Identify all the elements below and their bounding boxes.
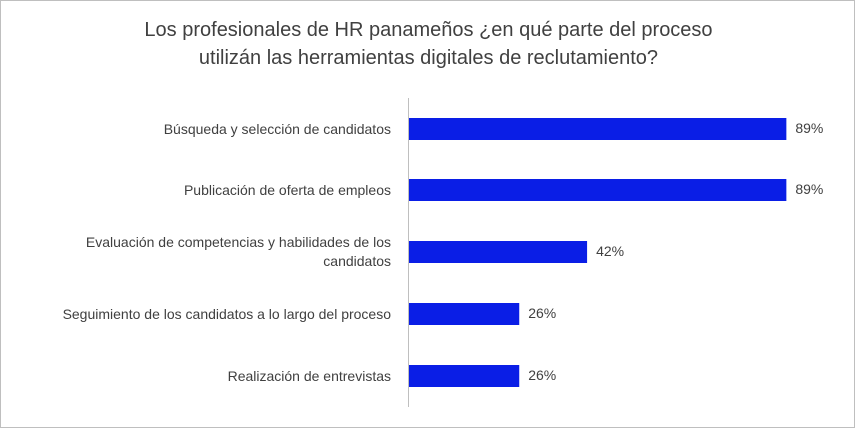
value-label-3: 42% xyxy=(596,243,625,259)
category-label-3-line-1: Evaluación de competencias y habilidades… xyxy=(85,234,391,250)
bar-5 xyxy=(409,365,520,387)
chart-title-line-2: utilizán las herramientas digitales de r… xyxy=(198,47,659,69)
category-label-3: Evaluación de competencias y habilidades… xyxy=(86,233,391,271)
bar-2 xyxy=(409,179,787,201)
chart-title-line-1: Los profesionales de HR panameños ¿en qu… xyxy=(144,19,713,41)
value-label-1: 89% xyxy=(795,120,824,136)
category-label-1: Búsqueda y selección de candidatos xyxy=(164,120,391,139)
bar-1 xyxy=(409,118,787,140)
category-label-1-line-1: Búsqueda y selección de candidatos xyxy=(163,120,391,137)
category-label-5-line-1: Realización de entrevistas xyxy=(227,367,391,384)
category-label-3-line-2: candidatos xyxy=(323,253,391,269)
category-label-2-line-1: Publicación de oferta de empleos xyxy=(183,181,391,198)
category-label-2: Publicación de oferta de empleos xyxy=(184,181,391,200)
value-label-5: 26% xyxy=(528,367,557,383)
bar-4 xyxy=(409,303,520,325)
value-label-4: 26% xyxy=(528,305,557,321)
category-label-4-line-1: Seguimiento de los candidatos a lo largo… xyxy=(62,305,391,322)
category-label-4: Seguimiento de los candidatos a lo largo… xyxy=(63,305,391,324)
category-label-5: Realización de entrevistas xyxy=(228,367,391,386)
value-label-2: 89% xyxy=(795,181,824,197)
bar-3 xyxy=(409,241,588,263)
